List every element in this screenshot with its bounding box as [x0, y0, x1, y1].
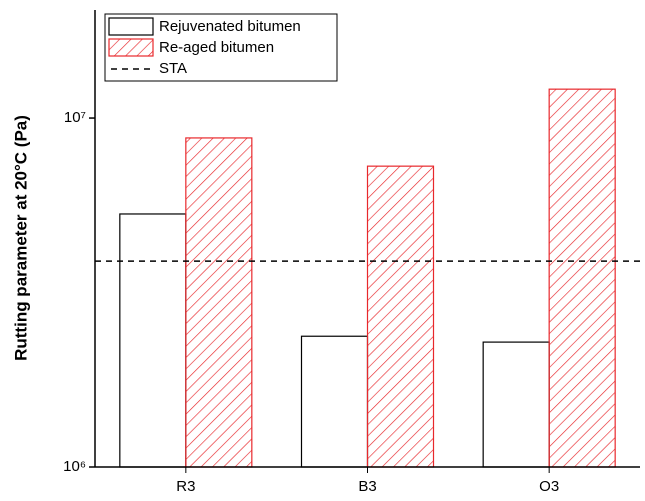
bar [300, 335, 369, 468]
x-tick-label: O3 [539, 478, 559, 495]
bar [185, 137, 253, 468]
bar [366, 165, 435, 468]
legend-swatch [108, 17, 154, 36]
bar [548, 88, 616, 468]
legend-label: Re-aged bitumen [159, 39, 274, 56]
y-tick-label: 10⁷ [64, 109, 86, 126]
legend-swatch [108, 38, 154, 57]
legend-label: Rejuvenated bitumen [159, 18, 301, 35]
legend-label: STA [159, 60, 187, 77]
bar [482, 341, 550, 468]
y-tick-label: 10⁶ [63, 458, 86, 475]
x-tick-label: R3 [176, 478, 195, 495]
y-axis-label: Rutting parameter at 20°C (Pa) [11, 115, 30, 361]
bar [119, 213, 187, 468]
x-tick-label: B3 [358, 478, 376, 495]
